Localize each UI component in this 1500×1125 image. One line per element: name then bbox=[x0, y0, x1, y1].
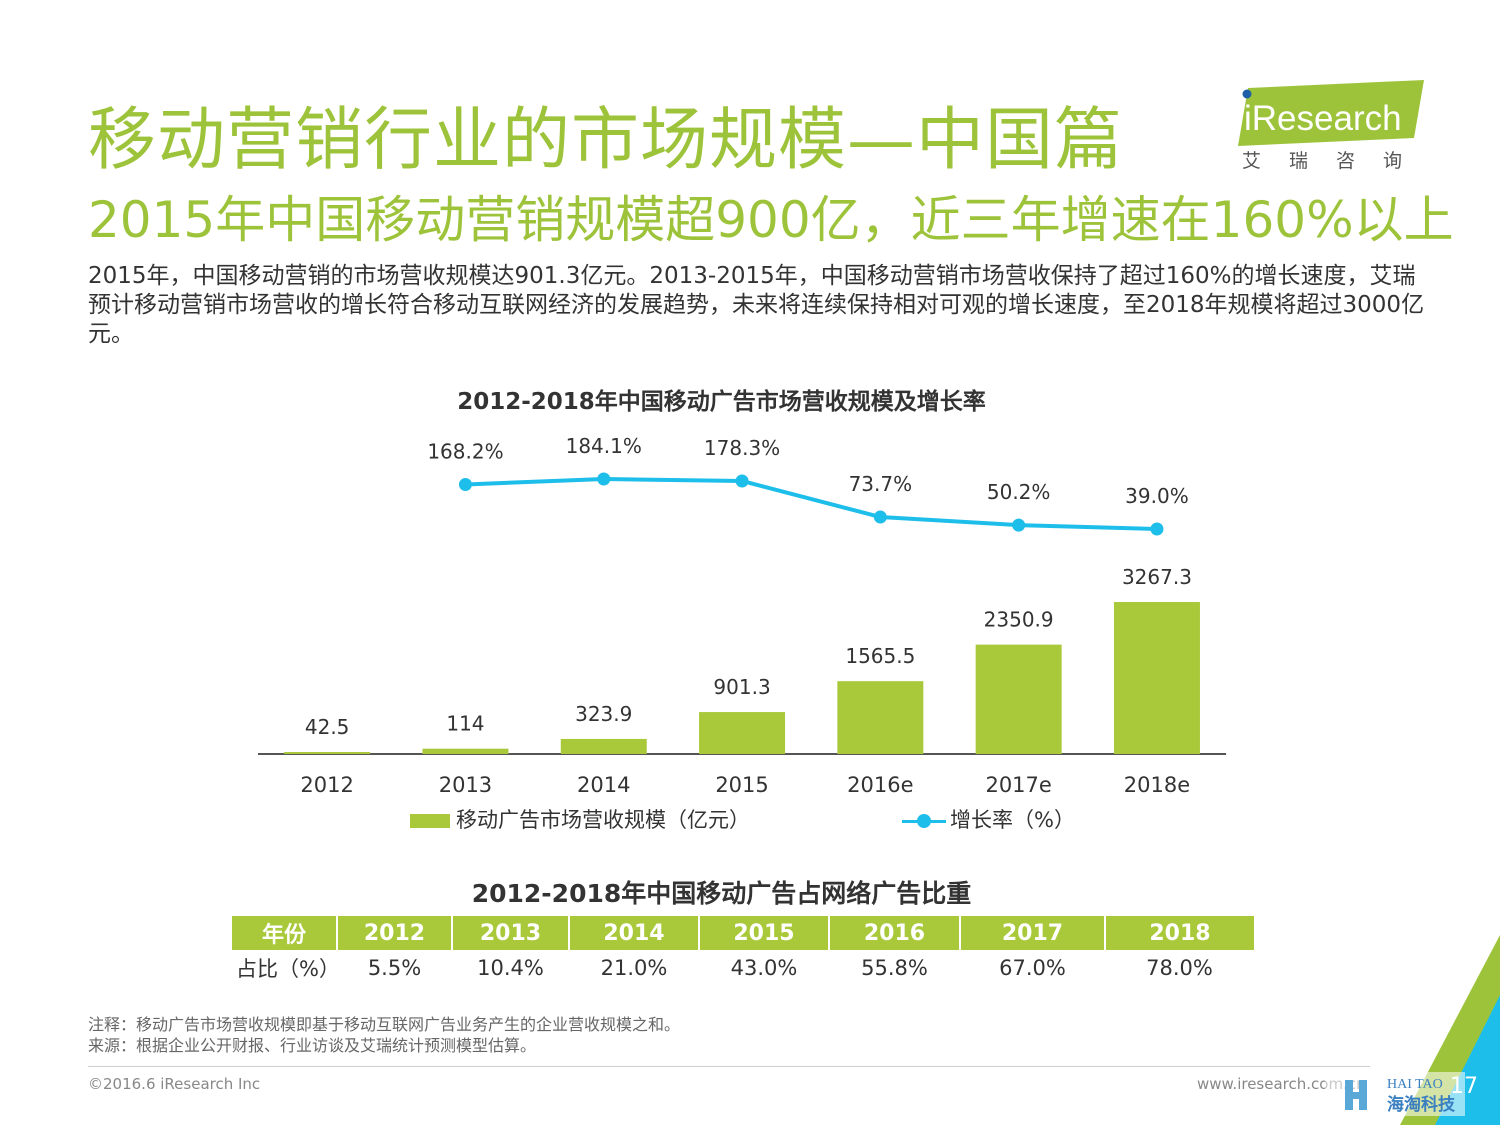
revenue-growth-chart: 42.5 2012 114 2013 323.9 2014 901.3 2015 1565.5 2… bbox=[258, 434, 1227, 797]
copyright-text: ©2016.6 iResearch Inc bbox=[88, 1075, 261, 1093]
bar-value-label: 3267.3 bbox=[1122, 565, 1192, 589]
growth-point bbox=[1012, 518, 1026, 532]
footnote: 注释：移动广告市场营收规模即基于移动互联网广告业务产生的企业营收规模之和。 来源… bbox=[88, 1014, 680, 1056]
table-header-cell: 2014 bbox=[569, 916, 700, 950]
note-text: 注释：移动广告市场营收规模即基于移动互联网广告业务产生的企业营收规模之和。 bbox=[88, 1015, 681, 1034]
bar-2018e bbox=[1113, 602, 1200, 754]
table-header-cell: 2012 bbox=[337, 916, 453, 950]
growth-point bbox=[458, 477, 472, 491]
watermark-en: HAI TAO bbox=[1387, 1077, 1443, 1092]
source-text: 来源：根据企业公开财报、行业访谈及艾瑞统计预测模型估算。 bbox=[88, 1036, 537, 1055]
logo-chinese-text: 艾瑞咨询 bbox=[1242, 150, 1431, 172]
watermark-cn: 海淘科技 bbox=[1387, 1094, 1456, 1115]
summary-paragraph: 2015年，中国移动营销的市场营收规模达901.3亿元。2013-2015年，中… bbox=[88, 263, 1425, 347]
table-cell: 5.5% bbox=[367, 956, 422, 980]
x-tick-label: 2018e bbox=[1124, 773, 1190, 797]
legend-bar-swatch bbox=[410, 814, 450, 828]
bar-2015 bbox=[699, 712, 786, 754]
logo-text: iResearch bbox=[1244, 99, 1402, 138]
table-header-cell: 2016 bbox=[829, 916, 961, 950]
bar-2013 bbox=[422, 748, 509, 754]
table-row: 占比（%） 5.5% 10.4% 21.0% 43.0% 55.8% 67.0%… bbox=[232, 950, 1254, 986]
table-header-row: 年份 2012 2013 2014 2015 2016 2017 2018 bbox=[232, 916, 1254, 950]
table-header-cell: 2018 bbox=[1105, 916, 1254, 950]
growth-point bbox=[873, 510, 887, 524]
bar-2016e bbox=[837, 681, 924, 754]
table-cell: 55.8% bbox=[861, 956, 928, 980]
growth-point bbox=[597, 472, 611, 486]
bar-2012 bbox=[284, 752, 371, 754]
bar-2017e bbox=[975, 644, 1062, 754]
growth-line bbox=[465, 476, 1158, 531]
table-cell: 10.4% bbox=[477, 956, 544, 980]
watermark-logo: HAI TAO 海淘科技 bbox=[1325, 1072, 1465, 1116]
bar-2014 bbox=[560, 738, 647, 754]
share-table: 年份 2012 2013 2014 2015 2016 2017 2018 占比… bbox=[232, 916, 1254, 986]
bar-value-label: 114 bbox=[446, 712, 484, 736]
legend-line-swatch bbox=[902, 814, 946, 828]
table-header-cell: 2017 bbox=[960, 916, 1106, 950]
bar-value-label: 42.5 bbox=[305, 715, 350, 739]
bar-value-label: 323.9 bbox=[575, 702, 632, 726]
table-cell: 21.0% bbox=[600, 956, 668, 980]
table-header-cell: 2013 bbox=[452, 916, 570, 950]
table-cell: 78.0% bbox=[1146, 956, 1213, 980]
page-number: 17 bbox=[1450, 1074, 1478, 1099]
x-tick-label: 2015 bbox=[715, 773, 768, 797]
x-tick-label: 2017e bbox=[985, 773, 1051, 797]
growth-value-label: 50.2% bbox=[987, 480, 1051, 504]
bar-value-label: 901.3 bbox=[713, 675, 770, 699]
chart-title: 2012-2018年中国移动广告市场营收规模及增长率 bbox=[457, 389, 986, 415]
x-tick-label: 2012 bbox=[300, 773, 353, 797]
growth-value-label: 73.7% bbox=[849, 472, 913, 496]
legend-item-revenue: 移动广告市场营收规模（亿元） bbox=[410, 804, 750, 834]
growth-point bbox=[1150, 522, 1164, 536]
growth-value-label: 39.0% bbox=[1125, 484, 1189, 508]
footer-divider bbox=[88, 1066, 1370, 1067]
growth-value-label: 184.1% bbox=[566, 434, 642, 458]
x-tick-label: 2016e bbox=[847, 773, 913, 797]
legend-item-growth: 增长率（%） bbox=[902, 804, 1075, 834]
website-link[interactable]: www.iresearch.com.cn bbox=[1197, 1075, 1366, 1093]
legend-label-growth: 增长率（%） bbox=[950, 808, 1075, 832]
table-title: 2012-2018年中国移动广告占网络广告比重 bbox=[471, 879, 972, 908]
legend-label-revenue: 移动广告市场营收规模（亿元） bbox=[456, 808, 750, 832]
growth-value-label: 178.3% bbox=[704, 436, 780, 460]
bar-value-label: 2350.9 bbox=[984, 608, 1054, 632]
table-cell: 占比（%） bbox=[236, 957, 340, 981]
x-tick-label: 2014 bbox=[577, 773, 630, 797]
bar-value-label: 1565.5 bbox=[845, 644, 915, 668]
x-tick-label: 2013 bbox=[439, 773, 492, 797]
table-header-cell: 2015 bbox=[699, 916, 830, 950]
table-cell: 43.0% bbox=[730, 956, 798, 980]
table-cell: 67.0% bbox=[999, 956, 1066, 980]
page-subtitle: 2015年中国移动营销规模超900亿，近三年增速在160%以上 bbox=[88, 191, 1454, 249]
growth-value-label: 168.2% bbox=[427, 439, 503, 463]
table-header-cell: 年份 bbox=[232, 916, 338, 950]
page-title: 移动营销行业的市场规模—中国篇 bbox=[88, 101, 1124, 180]
growth-point bbox=[735, 474, 749, 488]
iresearch-logo: iResearch bbox=[1238, 80, 1424, 146]
